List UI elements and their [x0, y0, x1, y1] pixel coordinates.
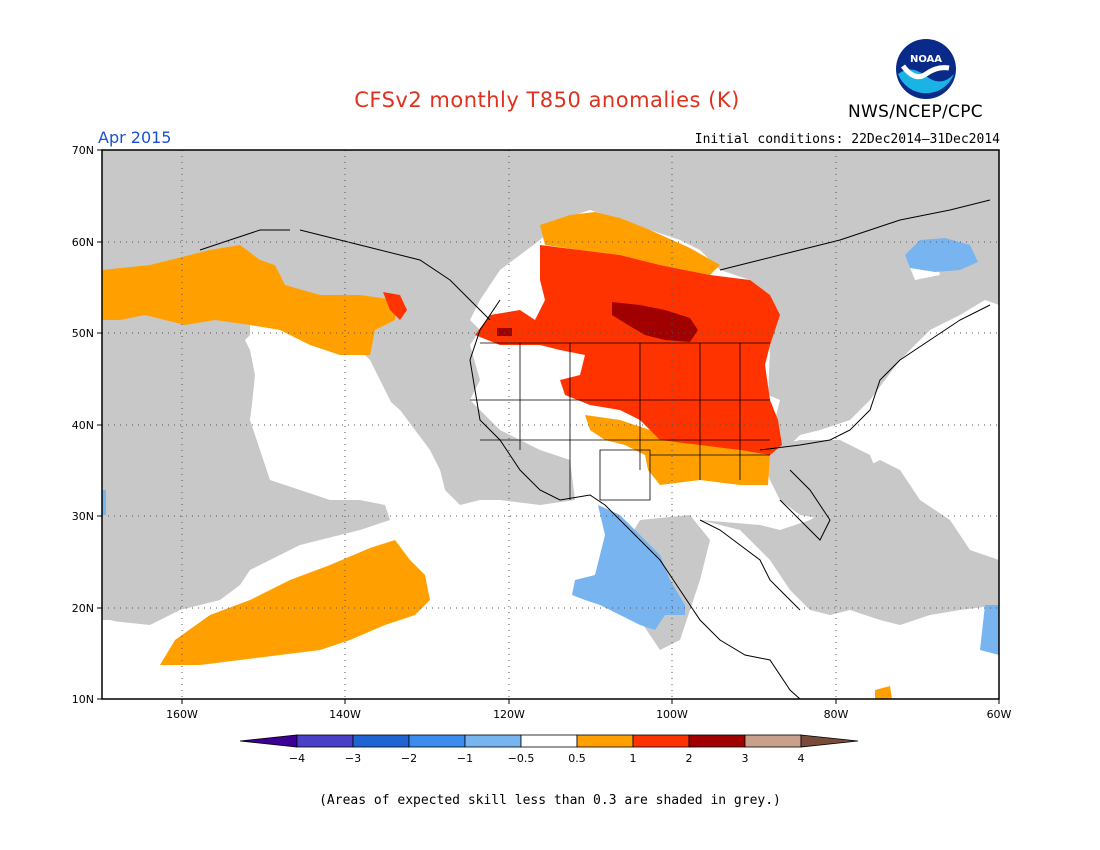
colorbar: −4 −3 −2 −1 −0.5 0.5 1 2 3 4	[239, 734, 859, 765]
colorbar-tick-label: −3	[345, 752, 361, 765]
colorbar-tick-label: 1	[630, 752, 637, 765]
lat-label: 20N	[72, 602, 94, 615]
colorbar-tick-label: 3	[742, 752, 749, 765]
colorbar-tick-label: −1	[457, 752, 473, 765]
colorbar-swatch	[408, 734, 466, 748]
colorbar-swatch	[744, 734, 802, 748]
colorbar-swatch	[688, 734, 746, 748]
colorbar-tick-label: −4	[289, 752, 305, 765]
warm-anomaly-2-3	[497, 302, 698, 342]
colorbar-tick-label: 0.5	[568, 752, 586, 765]
lon-label: 160W	[166, 708, 198, 721]
colorbar-swatch	[352, 734, 410, 748]
colorbar-swatch	[296, 734, 354, 748]
initial-conditions-label: Initial conditions: 22Dec2014–31Dec2014	[694, 132, 1000, 147]
lon-label: 140W	[329, 708, 361, 721]
agency-label: NWS/NCEP/CPC	[848, 102, 983, 122]
lat-label: 30N	[72, 510, 94, 523]
colorbar-swatch	[464, 734, 522, 748]
colorbar-tick-label: 4	[798, 752, 805, 765]
lat-label: 60N	[72, 236, 94, 249]
valid-month-label: Apr 2015	[98, 128, 172, 147]
lon-label: 80W	[824, 708, 849, 721]
noaa-logo: NOAA	[896, 39, 956, 99]
state-borders	[470, 342, 770, 501]
colorbar-tick-label: 2	[686, 752, 693, 765]
lat-label: 10N	[72, 693, 94, 706]
lon-label: 100W	[656, 708, 688, 721]
colorbar-swatch	[576, 734, 634, 748]
colorbar-high-arrow	[800, 734, 859, 748]
axis-ticks	[97, 149, 1000, 704]
lat-label: 50N	[72, 327, 94, 340]
warm-anomaly-1-2	[383, 245, 782, 455]
skill-footnote: (Areas of expected skill less than 0.3 a…	[319, 793, 781, 808]
lon-label: 60W	[987, 708, 1012, 721]
lat-label: 40N	[72, 419, 94, 432]
colorbar-swatch	[632, 734, 690, 748]
cool-anomaly-m1-m05	[102, 238, 999, 655]
colorbar-low-arrow	[239, 734, 298, 748]
warm-anomaly-05-1	[102, 212, 892, 699]
colorbar-swatch	[520, 734, 578, 748]
lon-label: 120W	[493, 708, 525, 721]
colorbar-tick-label: −2	[401, 752, 417, 765]
lat-label: 70N	[72, 144, 94, 157]
latitude-labels: 70N 60N 50N 40N 30N 20N 10N	[72, 144, 94, 706]
svg-text:NOAA: NOAA	[910, 54, 942, 65]
colorbar-tick-label: −0.5	[508, 752, 535, 765]
longitude-labels: 160W 140W 120W 100W 80W 60W	[166, 708, 1011, 721]
chart-title: CFSv2 monthly T850 anomalies (K)	[354, 88, 740, 112]
